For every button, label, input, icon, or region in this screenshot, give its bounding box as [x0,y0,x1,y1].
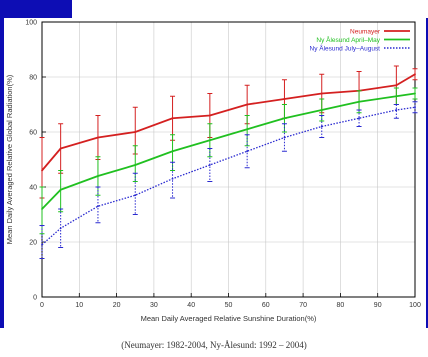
data-point [41,243,43,246]
data-point [97,205,99,208]
x-tick-label: 0 [40,302,44,309]
y-axis-label: Mean Daily Averaged Relative Global Radi… [5,74,14,244]
data-point [59,188,62,191]
x-tick-label: 50 [225,302,233,309]
y-tick-label: 40 [29,185,37,192]
data-point [414,92,416,95]
legend-label: Ny Ålesund April–May [316,35,380,44]
y-tick-label: 100 [25,20,37,27]
blue-left-border [0,18,4,328]
series-line [41,73,416,172]
data-point [358,100,360,103]
data-point [414,73,416,76]
data-point [208,164,211,166]
data-point [320,92,323,95]
data-point [283,117,286,120]
axis-ticks: 0 10 20 30 40 50 60 70 80 90 100 0 20 40 60 80 100 [25,20,421,310]
series-3 [39,101,418,259]
data-point [246,150,249,153]
series-line [41,92,416,210]
series-layer [39,65,418,259]
x-axis-label: Mean Daily Averaged Relative Sunshine Du… [141,314,317,323]
data-point [134,194,137,197]
chart: 0 10 20 30 40 50 60 70 80 90 100 0 20 40 60 80 100 Neuma… [5,20,421,324]
data-point [246,103,249,106]
data-point [59,227,62,230]
x-tick-label: 80 [337,302,345,309]
data-point [59,147,62,150]
data-point [395,109,398,111]
x-tick-label: 90 [374,302,382,309]
data-point [358,117,360,120]
data-point [41,208,43,210]
data-point [395,84,398,87]
x-tick-label: 10 [75,302,83,309]
data-point [134,131,137,133]
data-point [283,136,286,139]
data-point [134,164,137,166]
data-point [41,169,43,172]
data-point [171,177,174,180]
legend-label: Neumayer [350,29,381,36]
x-tick-label: 100 [409,302,421,309]
data-point [283,98,286,100]
y-tick-label: 60 [29,130,37,137]
blue-corner-decoration [0,0,72,18]
data-point [414,106,416,109]
x-tick-label: 70 [299,302,307,309]
data-point [97,175,99,177]
y-tick-label: 0 [33,295,37,302]
data-point [320,125,323,128]
data-point [97,136,99,139]
data-point [171,117,174,120]
data-point [320,109,323,111]
blue-right-border [426,18,428,328]
y-tick-label: 80 [29,75,37,82]
data-point [208,139,211,142]
data-point [171,150,174,153]
data-point [246,128,249,131]
series-2 [39,87,418,235]
y-tick-label: 20 [29,240,37,247]
legend-label: Ny Ålesund July–August [310,44,381,53]
data-point [208,114,211,117]
x-tick-label: 60 [262,302,270,309]
x-tick-label: 20 [113,302,121,309]
figure-caption: (Neumayer: 1982-2004, Ny-Ålesund: 1992 –… [121,340,307,350]
data-point [395,95,398,98]
x-tick-label: 40 [187,302,195,309]
series-line [41,106,416,246]
x-tick-label: 30 [150,302,158,309]
series-1 [39,65,418,199]
